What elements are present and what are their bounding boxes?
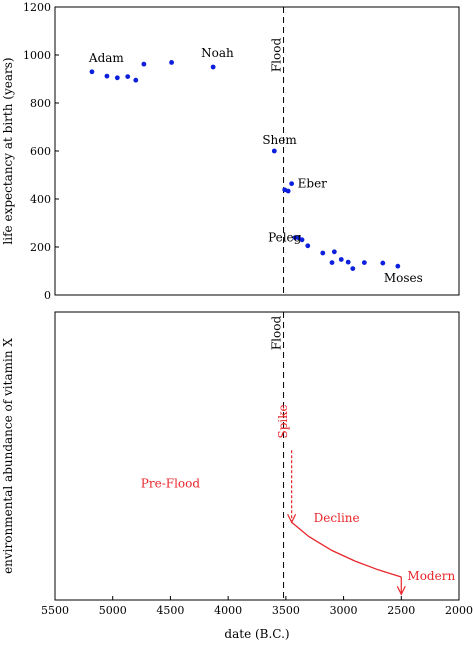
x-tick-label: 4500	[156, 604, 184, 617]
curve-label: Decline	[314, 511, 360, 525]
data-point	[292, 235, 298, 241]
data-point	[271, 148, 277, 154]
point-label: Eber	[298, 177, 328, 191]
top-y-axis-title: life expectancy at birth (years)	[1, 57, 15, 244]
data-point	[114, 75, 120, 81]
data-point	[141, 61, 147, 67]
data-point	[380, 260, 386, 266]
data-point	[296, 235, 301, 241]
curve-label: Pre-Flood	[141, 477, 201, 491]
data-point	[125, 74, 131, 79]
life-expectancy-panel: 0 200 400 600 800 1000 1200 Flood Adam Noah Shem…	[1, 1, 460, 302]
data-point	[320, 250, 326, 256]
y-tick-label: 400	[30, 193, 51, 206]
y-tick-label: 800	[30, 97, 51, 110]
x-tick-label: 3000	[330, 604, 358, 617]
data-point	[331, 249, 337, 255]
data-point	[89, 69, 95, 75]
point-label: Noah	[201, 46, 234, 60]
data-point	[329, 260, 335, 265]
decline-curve	[291, 521, 402, 578]
data-point	[338, 257, 344, 262]
y-tick-label: 1200	[23, 1, 51, 14]
curve-label: Modern	[407, 569, 455, 583]
data-point	[395, 263, 401, 269]
top-point-labels: Adam Noah Shem Eber Peleg Moses	[88, 46, 423, 285]
data-point	[133, 77, 139, 83]
data-point	[299, 237, 305, 243]
x-tick-label: 5500	[41, 604, 69, 617]
top-flood-line: Flood	[270, 7, 285, 295]
flood-label: Flood	[270, 316, 284, 351]
point-label: Adam	[88, 51, 125, 65]
data-point	[350, 266, 356, 271]
data-point	[169, 60, 174, 65]
bottom-labels: Spike Pre-Flood Decline Modern	[141, 404, 456, 582]
arrow-head	[396, 585, 406, 596]
y-tick-label: 600	[30, 145, 51, 158]
bottom-curve	[287, 450, 406, 596]
arrow-head	[287, 513, 297, 524]
bottom-y-axis-title: environmental abundance of vitamin X	[1, 338, 15, 574]
vitamin-panel: Flood Spike Pre-Flood Decline Modern 5500 50…	[1, 311, 473, 641]
bottom-flood-line: Flood	[270, 312, 285, 600]
flood-label: Flood	[270, 38, 284, 73]
bottom-plot-frame	[54, 311, 460, 601]
data-point	[345, 259, 351, 265]
top-y-ticks: 0 200 400 600 800 1000 1200	[23, 1, 59, 302]
data-point	[285, 188, 291, 194]
x-tick-label: 5000	[99, 604, 127, 617]
data-point	[289, 181, 295, 187]
x-axis-title: date (B.C.)	[224, 627, 289, 641]
top-data-points	[89, 60, 401, 271]
curve-label: Spike	[276, 404, 290, 438]
x-tick-label: 2500	[387, 604, 415, 617]
x-tick-label: 4000	[214, 604, 242, 617]
point-label: Moses	[384, 271, 423, 285]
data-point	[210, 64, 216, 70]
y-tick-label: 0	[44, 289, 51, 302]
point-label: Peleg	[268, 231, 302, 245]
x-tick-label: 3500	[272, 604, 300, 617]
x-tick-label: 2000	[445, 604, 473, 617]
y-tick-label: 200	[30, 241, 51, 254]
data-point	[305, 243, 311, 249]
point-label: Shem	[262, 133, 297, 147]
x-ticks: 5500 5000 4500 4000 3500 3000 2500 2000	[41, 596, 473, 617]
data-point	[104, 73, 110, 79]
y-tick-label: 1000	[23, 49, 51, 62]
data-point	[361, 260, 367, 265]
